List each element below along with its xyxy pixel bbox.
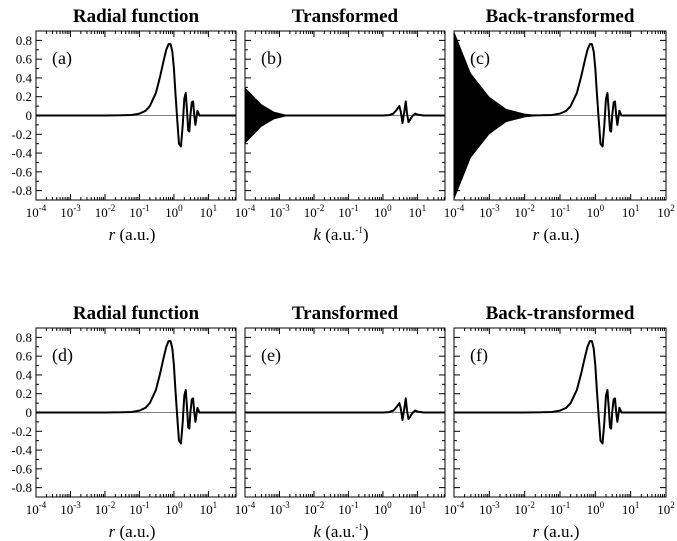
y-tick-label: 0.8	[16, 330, 32, 345]
x-tick-label: 100	[587, 203, 605, 220]
x-tick-label: 10-2	[304, 500, 325, 517]
panel-label: (b)	[261, 48, 282, 69]
x-tick-label: 10-1	[129, 500, 150, 517]
series-line-0	[36, 340, 236, 445]
panel-title: Transformed	[292, 303, 399, 324]
x-tick-label: 101	[622, 500, 640, 517]
x-tick-label: 10-1	[550, 203, 571, 220]
y-tick-label: -0.2	[11, 127, 32, 142]
y-tick-label: -0.4	[11, 443, 32, 458]
x-tick-label: 10-3	[479, 203, 500, 220]
x-tick-label: 101	[409, 500, 427, 517]
x-tick-label: 101	[200, 500, 218, 517]
y-tick-label: 0.2	[16, 89, 32, 104]
y-tick-label: 0	[26, 405, 33, 420]
y-tick-label: -0.4	[11, 146, 32, 161]
y-tick-label: 0.8	[16, 33, 32, 48]
x-tick-label: 10-3	[60, 203, 81, 220]
y-tick-label: 0.6	[16, 52, 33, 67]
y-tick-label: 0.6	[16, 349, 33, 364]
panel-0: Radial function 0.8 0.6 0.4 0.2 0 -0.2 -0.4 -0.6…	[11, 6, 237, 244]
x-tick-label: 10-4	[444, 203, 465, 220]
x-tick-label: 101	[409, 203, 427, 220]
panel-label: (d)	[52, 345, 73, 366]
x-tick-label: 10-3	[269, 203, 290, 220]
x-tick-label: 10-2	[95, 203, 116, 220]
x-axis-label: r (a.u.)	[109, 522, 156, 541]
x-tick-label: 10-2	[304, 203, 325, 220]
y-tick-label: 0	[26, 108, 33, 123]
panel-title: Radial function	[73, 303, 200, 324]
series-line-0	[36, 43, 236, 148]
y-tick-label: 0.4	[16, 70, 33, 85]
x-axis-label: r (a.u.)	[109, 225, 156, 244]
x-tick-label: 102	[657, 500, 675, 517]
x-tick-label: 100	[165, 500, 183, 517]
x-tick-label: 100	[374, 500, 392, 517]
x-tick-label: 10-1	[338, 500, 359, 517]
x-tick-label: 10-2	[514, 203, 535, 220]
x-tick-label: 101	[200, 203, 218, 220]
x-tick-label: 100	[587, 500, 605, 517]
y-tick-label: 0.4	[16, 367, 33, 382]
x-tick-label: 10-4	[26, 203, 47, 220]
x-tick-label: 10-4	[235, 500, 256, 517]
series-line-0	[245, 100, 445, 125]
panel-title: Back-transformed	[486, 303, 635, 324]
panel-title: Transformed	[292, 6, 399, 27]
panel-3: Radial function 0.8 0.6 0.4 0.2 0 -0.2 -0.4 -0.6…	[11, 303, 237, 541]
x-tick-label: 100	[374, 203, 392, 220]
panel-1: Transformed 10-4 10-3 10-2 10-1 100 101 k (a.u.…	[235, 6, 446, 244]
x-tick-label: 10-2	[95, 500, 116, 517]
panel-2: Back-transformed 10-4 10-3 10-2 10-1 100 101 10…	[444, 6, 675, 244]
y-tick-label: -0.6	[11, 164, 32, 179]
x-tick-label: 10-1	[338, 203, 359, 220]
series-line-0	[454, 340, 666, 445]
y-tick-label: -0.8	[11, 480, 32, 495]
x-axis-label: r (a.u.)	[533, 522, 580, 541]
x-tick-label: 10-4	[26, 500, 47, 517]
panel-title: Radial function	[73, 6, 200, 27]
panel-label: (f)	[470, 345, 488, 366]
panel-4: Transformed 10-4 10-3 10-2 10-1 100 101 k (a.u.…	[235, 303, 446, 541]
y-tick-label: 0.2	[16, 386, 32, 401]
panel-label: (a)	[52, 48, 72, 69]
x-tick-label: 10-4	[235, 203, 256, 220]
x-tick-label: 100	[165, 203, 183, 220]
x-tick-label: 102	[657, 203, 675, 220]
x-tick-label: 10-3	[479, 500, 500, 517]
y-tick-label: -0.8	[11, 183, 32, 198]
y-tick-label: -0.2	[11, 424, 32, 439]
series-line-0	[245, 397, 445, 422]
panel-label: (c)	[470, 48, 490, 69]
x-tick-label: 10-2	[514, 500, 535, 517]
x-axis-label: k (a.u.-1)	[313, 225, 368, 244]
panel-title: Back-transformed	[486, 6, 635, 27]
y-tick-label: -0.6	[11, 461, 32, 476]
x-tick-label: 10-1	[129, 203, 150, 220]
x-tick-label: 10-4	[444, 500, 465, 517]
x-axis-label: r (a.u.)	[533, 225, 580, 244]
series-line-0	[454, 43, 666, 148]
panel-5: Back-transformed 10-4 10-3 10-2 10-1 100 101 10…	[444, 303, 675, 541]
x-tick-label: 101	[622, 203, 640, 220]
x-tick-label: 10-3	[269, 500, 290, 517]
panel-label: (e)	[261, 345, 281, 366]
x-tick-label: 10-1	[550, 500, 571, 517]
x-axis-label: k (a.u.-1)	[313, 522, 368, 541]
x-tick-label: 10-3	[60, 500, 81, 517]
